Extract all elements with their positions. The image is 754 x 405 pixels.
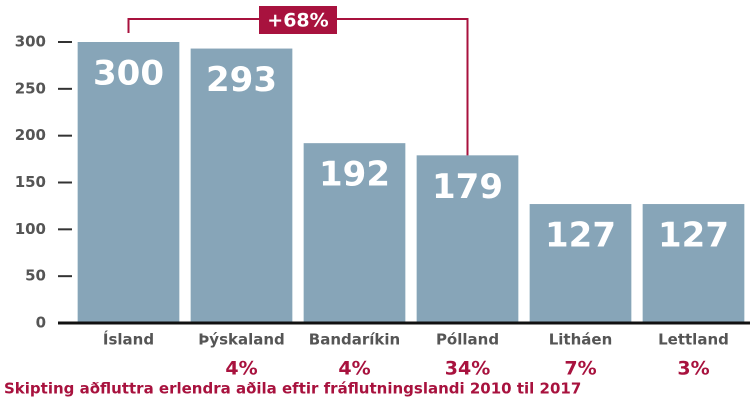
share-label: 4% <box>225 358 257 380</box>
value-label: 179 <box>432 167 503 207</box>
x-tick-label: Pólland <box>436 331 499 349</box>
bar <box>303 143 406 323</box>
y-tick-label: 200 <box>15 126 46 144</box>
y-tick-label: 250 <box>15 79 46 97</box>
y-tick-label: 300 <box>15 33 46 51</box>
value-label: 300 <box>93 54 164 94</box>
x-tick-label: Litháen <box>549 331 613 349</box>
x-tick-label: Þýskaland <box>198 331 285 349</box>
x-tick-label: Ísland <box>103 330 154 349</box>
value-label: 293 <box>206 60 277 100</box>
y-tick-label: 100 <box>15 220 46 238</box>
value-label: 127 <box>658 216 729 256</box>
x-tick-label: Lettland <box>658 331 729 349</box>
bar <box>416 155 519 323</box>
bar <box>642 204 745 323</box>
x-tick-label: Bandaríkin <box>309 331 400 349</box>
bar <box>529 204 632 323</box>
share-label: 7% <box>564 358 596 380</box>
y-tick-label: 0 <box>36 314 46 332</box>
share-label: 34% <box>445 358 490 380</box>
share-label: 4% <box>338 358 370 380</box>
bar <box>190 48 293 323</box>
bar <box>77 42 180 323</box>
annotation-box <box>259 6 337 34</box>
value-label: 192 <box>319 155 390 195</box>
caption: Skipting aðfluttra erlendra aðila eftir … <box>4 380 581 398</box>
y-tick-label: 150 <box>15 173 46 191</box>
value-label: 127 <box>545 216 616 256</box>
annotation: +68% <box>267 10 328 32</box>
y-tick-label: 50 <box>25 267 46 285</box>
share-label: 3% <box>677 358 709 380</box>
